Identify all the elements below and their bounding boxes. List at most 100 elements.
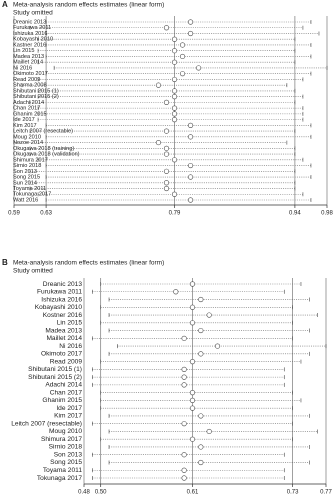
estimate-point (187, 197, 194, 203)
x-tick-label: 0.48 (78, 490, 90, 496)
study-label: Shibutani 2015 (1) (28, 366, 82, 373)
study-label: Sirnio 2018 (49, 444, 83, 451)
study-label: Shibutani 2015 (1) (13, 88, 59, 94)
x-tick-label: 0.59 (8, 211, 20, 217)
study-label: Okimoto 2017 (41, 351, 82, 358)
x-tick-label: 0.94 (289, 211, 301, 217)
study-label: Lin 2015 (13, 48, 34, 54)
study-label: Moug 2010 (13, 134, 41, 140)
estimate-point (189, 405, 196, 411)
study-label: Leitch 2007 (resectable) (13, 129, 73, 135)
estimate-point (187, 19, 194, 25)
estimate-point (163, 185, 170, 192)
study-label: Nozoe 2014 (13, 140, 43, 146)
study-label: Ghanim 2015 (42, 397, 82, 404)
study-label: Okimoto 2017 (13, 71, 48, 77)
estimate-point (198, 296, 204, 303)
study-label: Ishizuka 2016 (41, 296, 82, 303)
estimate-point (198, 327, 204, 334)
x-tick-label: 0.61 (187, 490, 199, 496)
estimate-point (189, 304, 196, 310)
study-label: Chan 2017 (13, 106, 40, 112)
study-label: Ide 2017 (13, 117, 35, 123)
estimate-point (189, 397, 196, 404)
panel-label: A (2, 0, 8, 9)
estimate-point (187, 134, 194, 140)
estimate-point (171, 36, 178, 42)
estimate-point (181, 374, 187, 380)
estimate-point (155, 82, 162, 88)
study-label: Madea 2013 (13, 54, 44, 60)
study-label: Toyama 2011 (13, 186, 46, 192)
x-tick-label: 0.63 (40, 211, 52, 217)
x-tick-label: 0.73 (287, 490, 299, 496)
estimate-point (163, 168, 170, 174)
estimate-point (171, 111, 178, 117)
estimate-point (163, 180, 170, 186)
study-label: Madea 2013 (45, 327, 82, 334)
panel-label: B (2, 258, 8, 267)
estimate-point (171, 76, 178, 83)
study-label: Tokunaga 2017 (13, 192, 51, 198)
study-label: Dreanic 2013 (13, 19, 46, 25)
estimate-point (171, 117, 178, 123)
study-label: Kostner 2016 (43, 312, 83, 319)
estimate-point (163, 145, 170, 151)
estimate-point (181, 335, 187, 341)
estimate-point (163, 99, 170, 105)
subtitle: Study omitted (13, 268, 53, 275)
study-label: Furukawa 2011 (13, 25, 51, 31)
estimate-point (198, 459, 204, 466)
study-label: Sirnio 2018 (13, 163, 41, 169)
estimate-point (163, 25, 170, 31)
study-label: Leitch 2007 (resectable) (11, 420, 82, 427)
estimate-point (171, 59, 178, 65)
study-label: Adachi 2014 (45, 382, 82, 389)
study-label: Kobayashi 2010 (35, 304, 83, 311)
study-label: Okugawa 2018 (training) (13, 146, 74, 152)
estimate-point (198, 351, 204, 357)
study-label: Song 2015 (50, 459, 82, 466)
study-label: Dreanic 2013 (43, 281, 83, 288)
estimate-point (179, 71, 186, 77)
study-label: Kim 2017 (13, 123, 37, 129)
x-tick-label: 0.77 (320, 490, 332, 496)
estimate-point (181, 382, 187, 388)
estimate-point (171, 94, 178, 100)
study-label: Read 2009 (50, 358, 83, 365)
study-label: Sun 2014 (13, 180, 37, 186)
study-label: Kobayashi 2010 (13, 37, 53, 43)
study-label: Song 2015 (13, 175, 40, 181)
study-label: Okugawa 2018 (validation) (13, 152, 80, 158)
estimate-point (173, 289, 179, 295)
study-label: Ni 2016 (59, 343, 82, 350)
chart-title: Meta-analysis random effects estimates (… (13, 2, 164, 9)
estimate-point (187, 30, 194, 37)
study-label: Tokunaga 2017 (37, 475, 82, 482)
x-tick-label: 0.98 (321, 211, 333, 217)
estimate-point (171, 157, 178, 163)
study-label: Sharma 2008 (13, 83, 47, 89)
study-label: Kastner 2016 (13, 42, 46, 48)
estimate-point (206, 312, 212, 318)
estimate-point (171, 191, 178, 197)
estimate-point (155, 139, 162, 146)
estimate-point (189, 390, 196, 396)
study-label: Shibutani 2015 (2) (13, 94, 59, 100)
estimate-point (171, 48, 178, 54)
subtitle: Study omitted (13, 10, 53, 17)
estimate-point (214, 343, 221, 349)
estimate-point (206, 428, 212, 435)
study-label: Son 2013 (13, 169, 37, 175)
estimate-point (198, 413, 204, 419)
estimate-point (163, 151, 170, 157)
estimate-point (179, 53, 186, 60)
study-label: Ghanim 2015 (13, 111, 47, 117)
study-label: Shimura 2017 (41, 436, 82, 443)
study-label: Furukawa 2011 (37, 289, 82, 296)
estimate-point (181, 467, 187, 473)
estimate-point (187, 162, 194, 169)
estimate-point (187, 174, 194, 180)
study-label: Toyama 2011 (43, 467, 82, 474)
